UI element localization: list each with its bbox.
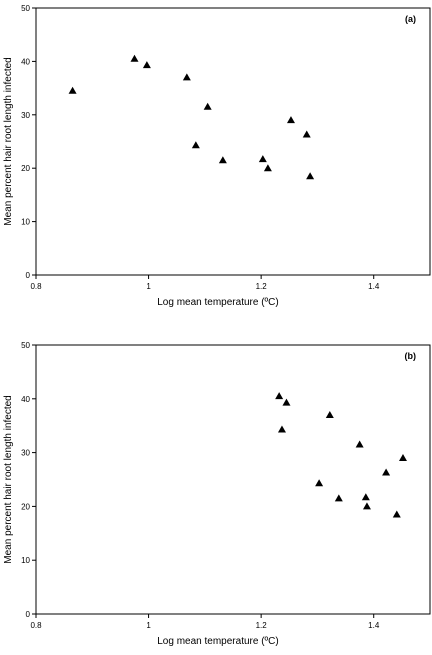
y-tick-label: 20 bbox=[21, 164, 30, 173]
data-point-triangle bbox=[334, 494, 343, 502]
y-tick-label: 50 bbox=[21, 4, 30, 13]
data-point-triangle bbox=[362, 502, 371, 510]
data-point-triangle bbox=[302, 130, 311, 138]
data-point-triangle bbox=[218, 156, 227, 164]
panel-label: (a) bbox=[405, 14, 416, 24]
plot-frame bbox=[35, 7, 431, 276]
data-point-triangle bbox=[182, 73, 191, 81]
x-tick-label: 1 bbox=[146, 621, 151, 630]
data-point-triangle bbox=[286, 116, 295, 124]
x-tick-label: 1.4 bbox=[368, 621, 380, 630]
data-point-triangle bbox=[355, 440, 364, 448]
x-tick-label: 1.4 bbox=[368, 282, 380, 291]
data-point-triangle bbox=[263, 164, 272, 172]
data-point-triangle bbox=[361, 493, 370, 501]
chart-panel-b: 0.8 1 1.2 1.4 0 10 20 30 40 50 Log mean temperatur… bbox=[3, 341, 431, 647]
y-tick-label: 10 bbox=[21, 218, 30, 227]
data-point-triangle bbox=[68, 86, 77, 94]
data-point-triangle bbox=[203, 102, 212, 110]
data-point-triangle bbox=[130, 54, 139, 62]
x-tick-label: 0.8 bbox=[30, 621, 42, 630]
chart-panel-a: 0.8 1 1.2 1.4 0 10 20 30 40 50 Log mean temperatur… bbox=[3, 4, 431, 308]
y-tick-label: 30 bbox=[21, 111, 30, 120]
x-axis-title: Log mean temperature (ºC) bbox=[157, 297, 278, 308]
data-point-triangle bbox=[142, 61, 151, 69]
data-point-triangle bbox=[382, 468, 391, 476]
x-tick-label: 1.2 bbox=[256, 282, 268, 291]
data-point-triangle bbox=[191, 141, 200, 149]
x-tick-label: 1 bbox=[146, 282, 151, 291]
y-axis-title: Mean percent hair root length infected bbox=[3, 57, 14, 225]
data-point-triangle bbox=[275, 392, 284, 400]
data-point-triangle bbox=[306, 172, 315, 180]
data-point-triangle bbox=[398, 453, 407, 461]
x-tick-label: 0.8 bbox=[30, 282, 42, 291]
y-tick-label: 40 bbox=[21, 395, 30, 404]
x-axis-title: Log mean temperature (ºC) bbox=[157, 636, 278, 647]
y-tick-label: 0 bbox=[26, 271, 31, 280]
y-tick-label: 10 bbox=[21, 556, 30, 565]
data-point-triangle bbox=[392, 510, 401, 518]
y-axis-title: Mean percent hair root length infected bbox=[3, 395, 14, 563]
plot-frame bbox=[35, 344, 431, 615]
y-tick-label: 30 bbox=[21, 449, 30, 458]
x-tick-label: 1.2 bbox=[256, 621, 268, 630]
data-point-triangle bbox=[277, 425, 286, 433]
y-tick-label: 50 bbox=[21, 341, 30, 350]
y-tick-label: 20 bbox=[21, 502, 30, 511]
y-tick-label: 40 bbox=[21, 57, 30, 66]
data-point-triangle bbox=[315, 479, 324, 487]
data-point-triangle bbox=[282, 398, 291, 406]
y-tick-label: 0 bbox=[26, 610, 31, 619]
panel-label: (b) bbox=[405, 351, 417, 361]
data-point-triangle bbox=[258, 155, 267, 163]
data-point-triangle bbox=[325, 410, 334, 418]
